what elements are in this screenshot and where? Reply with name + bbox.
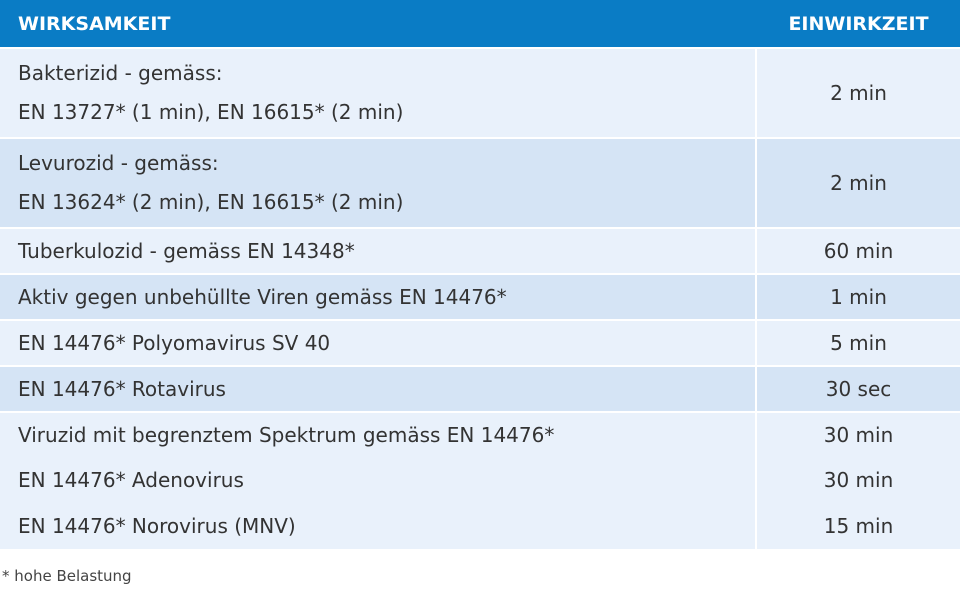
- table-row: Viruzid mit begrenztem Spektrum gemäss E…: [0, 413, 960, 457]
- cell: Levurozid - gemäss: EN 13624* (2 min), EN…: [0, 139, 755, 227]
- cell-text: 1 min: [830, 285, 887, 309]
- cell: 30 min: [757, 457, 960, 503]
- cell: EN 14476* Rotavirus: [0, 367, 755, 411]
- cell-line: Viruzid mit begrenztem Spektrum gemäss E…: [18, 422, 555, 447]
- cell: 5 min: [757, 321, 960, 365]
- cell-text: 2 min: [830, 81, 887, 105]
- table-header: WIRKSAMKEIT EINWIRKZEIT: [0, 0, 960, 47]
- cell-line: EN 14476* Polyomavirus SV 40: [18, 330, 331, 355]
- cell-line: Levurozid - gemäss:: [18, 151, 219, 175]
- cell: EN 14476* Adenovirus: [0, 457, 755, 503]
- table-row: EN 14476* Polyomavirus SV 40 5 min: [0, 321, 960, 365]
- header-text: EINWIRKZEIT: [788, 12, 929, 35]
- cell: Bakterizid - gemäss: EN 13727* (1 min), E…: [0, 49, 755, 137]
- table-row: EN 14476* Adenovirus 30 min: [0, 457, 960, 503]
- cell: 2 min: [757, 49, 960, 137]
- cell: 1 min: [757, 275, 960, 319]
- cell-line: Tuberkulozid - gemäss EN 14348*: [18, 238, 355, 263]
- header-cell: WIRKSAMKEIT: [0, 0, 755, 47]
- cell-line: EN 13624* (2 min), EN 16615* (2 min): [18, 190, 404, 214]
- cell-line: Bakterizid - gemäss:: [18, 61, 223, 85]
- table-body: Bakterizid - gemäss: EN 13727* (1 min), E…: [0, 49, 960, 549]
- cell: 60 min: [757, 229, 960, 273]
- cell-text: 2 min: [830, 171, 887, 195]
- table-row: EN 14476* Rotavirus 30 sec: [0, 367, 960, 411]
- header-cell: EINWIRKZEIT: [757, 0, 960, 47]
- cell: 30 min: [757, 413, 960, 457]
- table-row: Aktiv gegen unbehüllte Viren gemäss EN 1…: [0, 275, 960, 319]
- cell-text: 30 min: [823, 423, 894, 447]
- cell: Aktiv gegen unbehüllte Viren gemäss EN 1…: [0, 275, 755, 319]
- cell-text: 15 min: [823, 514, 894, 538]
- cell-line: EN 14476* Rotavirus: [18, 376, 226, 401]
- cell: EN 14476* Polyomavirus SV 40: [0, 321, 755, 365]
- table-row: Levurozid - gemäss: EN 13624* (2 min), EN…: [0, 139, 960, 227]
- cell-line: EN 13727* (1 min), EN 16615* (2 min): [18, 100, 404, 124]
- cell-text: 60 min: [823, 239, 894, 263]
- cell-text: 5 min: [830, 331, 887, 355]
- cell: Tuberkulozid - gemäss EN 14348*: [0, 229, 755, 273]
- cell: 15 min: [757, 503, 960, 549]
- table-row: EN 14476* Norovirus (MNV) 15 min: [0, 503, 960, 549]
- footnote: * hohe Belastung: [2, 567, 132, 585]
- table-row: Tuberkulozid - gemäss EN 14348* 60 min: [0, 229, 960, 273]
- cell-line: EN 14476* Norovirus (MNV): [18, 513, 296, 538]
- cell-line: EN 14476* Adenovirus: [18, 467, 244, 492]
- header-text: WIRKSAMKEIT: [18, 12, 171, 35]
- cell-text: 30 sec: [825, 377, 892, 401]
- cell: Viruzid mit begrenztem Spektrum gemäss E…: [0, 413, 755, 457]
- cell: 2 min: [757, 139, 960, 227]
- cell: 30 sec: [757, 367, 960, 411]
- cell: EN 14476* Norovirus (MNV): [0, 503, 755, 549]
- cell-text: 30 min: [823, 468, 894, 492]
- table-row: Bakterizid - gemäss: EN 13727* (1 min), E…: [0, 49, 960, 137]
- cell-line: Aktiv gegen unbehüllte Viren gemäss EN 1…: [18, 284, 507, 309]
